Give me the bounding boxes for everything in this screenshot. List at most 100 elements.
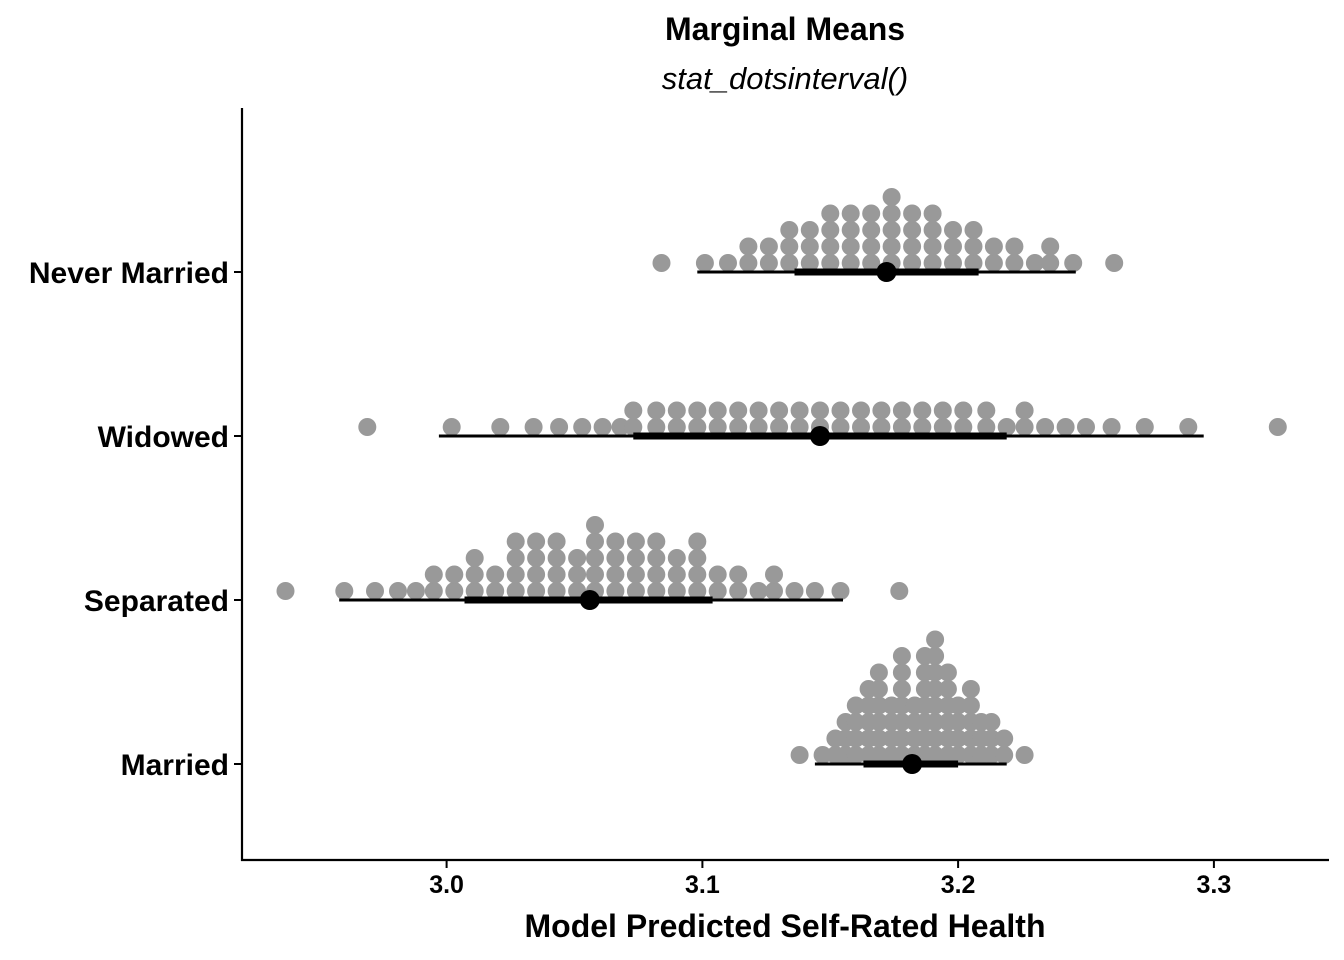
dot-married — [982, 729, 1001, 748]
dot-never-married — [984, 254, 1003, 272]
dot-widowed — [708, 418, 727, 436]
x-axis-ticks: 3.0 3.1 3.2 3.3 — [429, 860, 1231, 899]
dot-married — [949, 729, 968, 748]
dot-married — [869, 729, 888, 748]
dot-never-married — [882, 237, 901, 256]
dot-separated — [647, 582, 666, 600]
dot-never-married — [841, 221, 860, 239]
dot-widowed — [1015, 401, 1034, 420]
dot-married — [982, 713, 1001, 731]
dot-widowed — [790, 401, 809, 420]
dot-never-married — [1064, 254, 1083, 272]
dot-married — [961, 696, 980, 715]
dot-never-married — [1005, 237, 1024, 256]
dot-never-married — [759, 254, 778, 272]
dot-never-married — [882, 204, 901, 223]
dot-separated — [586, 516, 604, 534]
dot-separated — [688, 565, 707, 584]
dot-widowed — [729, 401, 748, 420]
dot-widowed — [790, 418, 809, 436]
y-tick-label: Widowed — [98, 421, 229, 454]
chart-subtitle: stat_dotsinterval() — [662, 61, 908, 96]
chart-title: Marginal Means — [665, 11, 905, 47]
dot-widowed — [611, 418, 630, 436]
dot-married — [892, 663, 911, 682]
dot-widowed — [831, 418, 850, 436]
dot-separated — [424, 582, 443, 600]
dot-never-married — [964, 254, 983, 272]
dot-never-married — [882, 188, 901, 206]
median-point-separated — [579, 590, 600, 610]
dot-never-married — [739, 254, 758, 272]
dot-never-married — [923, 254, 942, 272]
dot-never-married — [923, 204, 942, 223]
dot-widowed — [977, 418, 996, 436]
dot-widowed — [442, 418, 461, 436]
dot-never-married — [821, 204, 840, 223]
dot-never-married — [862, 221, 881, 239]
x-axis-label: Model Predicted Self-Rated Health — [525, 908, 1046, 944]
median-point-widowed — [810, 426, 830, 446]
dot-married — [938, 680, 957, 698]
dot-never-married — [923, 237, 942, 256]
dot-widowed — [831, 401, 850, 420]
dot-separated — [586, 532, 604, 551]
dot-widowed — [593, 418, 612, 436]
dot-separated — [606, 582, 625, 600]
dot-widowed — [954, 418, 973, 436]
dot-separated — [667, 565, 686, 584]
dot-separated — [506, 532, 525, 551]
dot-separated — [527, 565, 546, 584]
dot-widowed — [491, 418, 510, 436]
dot-separated — [527, 532, 546, 551]
dot-separated — [667, 582, 686, 600]
dot-widowed — [573, 418, 592, 436]
dot-separated — [506, 549, 525, 567]
dot-widowed — [770, 401, 789, 420]
dot-widowed — [358, 418, 377, 436]
dot-separated — [424, 565, 443, 584]
dot-never-married — [903, 204, 922, 223]
dot-separated — [465, 565, 484, 584]
dot-never-married — [882, 221, 901, 239]
dot-never-married — [780, 221, 799, 239]
dot-separated — [547, 549, 566, 567]
dot-married — [846, 713, 865, 731]
dot-married — [846, 746, 865, 764]
dot-widowed — [892, 401, 911, 420]
dot-widowed — [1268, 418, 1287, 436]
dot-widowed — [1015, 418, 1034, 436]
dot-married — [846, 729, 865, 748]
dot-separated — [406, 582, 425, 600]
dot-married — [926, 630, 945, 649]
dot-widowed — [749, 401, 768, 420]
dot-widowed — [913, 401, 932, 420]
dot-never-married — [964, 237, 983, 256]
dot-separated — [647, 565, 666, 584]
dot-widowed — [872, 401, 891, 420]
dot-separated — [647, 549, 666, 567]
dot-separated — [647, 532, 666, 551]
dot-never-married — [821, 254, 840, 272]
dot-never-married — [903, 237, 922, 256]
dot-widowed — [708, 401, 727, 420]
dot-never-married — [841, 254, 860, 272]
dot-married — [869, 680, 888, 698]
dot-never-married — [800, 254, 819, 272]
dot-separated — [765, 582, 783, 600]
dot-separated — [626, 532, 645, 551]
dot-separated — [785, 582, 804, 600]
dot-separated — [626, 549, 645, 567]
interval-layer — [339, 262, 1204, 774]
dot-separated — [749, 582, 768, 600]
dot-widowed — [933, 401, 952, 420]
dot-separated — [389, 582, 407, 600]
dot-never-married — [1005, 254, 1024, 272]
y-tick-label: Never Married — [29, 257, 229, 290]
dot-separated — [606, 549, 625, 567]
dot-separated — [688, 549, 707, 567]
dot-married — [926, 696, 945, 715]
dot-never-married — [862, 237, 881, 256]
dot-separated — [606, 565, 625, 584]
